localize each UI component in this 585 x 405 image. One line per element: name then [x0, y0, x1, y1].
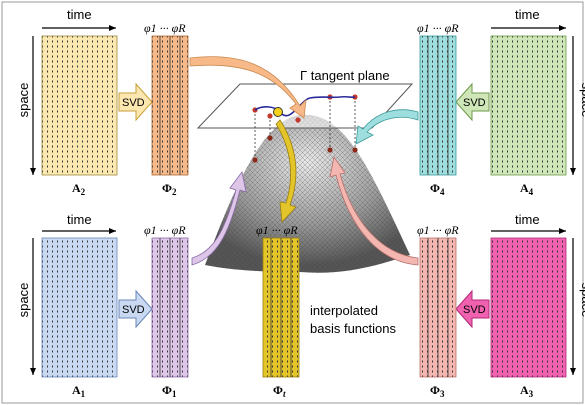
tangent-plane-label: Γ tangent plane: [300, 68, 390, 83]
interpolation-curve: [254, 95, 356, 117]
basis-phi2-group: φ1 ··· φR Φ2: [144, 21, 189, 197]
basis-phit-group: φ1 ··· φR Φt: [256, 223, 300, 399]
matrix-a3-label: A3: [520, 383, 534, 399]
map-arrow-phi3: [329, 155, 419, 266]
map-arrow-phit: [275, 119, 297, 223]
basis-phi3-group: φ1 ··· φR Φ3: [417, 223, 459, 399]
matrix-a2-group: time space A2: [16, 7, 118, 197]
projection-lines: [254, 97, 356, 160]
map-arrow-phi2: [189, 56, 307, 119]
space-label-a3: space: [579, 283, 585, 318]
matrix-a4-group: time space A4: [490, 7, 585, 197]
space-label-a4: space: [579, 83, 585, 118]
basis-phi3-label: Φ3: [430, 383, 445, 399]
time-label-a4: time: [515, 7, 540, 22]
basis-phi4-group: φ1 ··· φR Φ4: [417, 21, 459, 197]
matrix-a1-label: A1: [72, 383, 86, 399]
basis-phi1-group: φ1 ··· φR Φ1: [144, 223, 189, 399]
time-label-a1: time: [67, 212, 92, 227]
phi-range-3: φ1 ··· φR: [417, 223, 459, 237]
time-label-a2: time: [67, 7, 92, 22]
phi-range-t: φ1 ··· φR: [256, 223, 298, 237]
phi-range-1: φ1 ··· φR: [144, 223, 186, 237]
manifold-surface: [205, 114, 410, 273]
map-arrow-phi4: [355, 109, 419, 145]
svd-label-4: SVD: [463, 97, 486, 109]
matrix-a3-group: time space A3: [490, 212, 585, 399]
interpolated-label-line1: interpolated: [310, 303, 378, 318]
svd-arrow-1: SVD: [118, 289, 153, 329]
svd-label-1: SVD: [122, 304, 145, 316]
basis-phit-label: Φt: [273, 383, 286, 399]
tangent-points: [252, 94, 358, 163]
map-arrow-phi1: [191, 171, 247, 266]
interpolated-point: [273, 107, 283, 117]
basis-phi2-label: Φ2: [162, 181, 177, 197]
svd-arrow-2: SVD: [118, 82, 153, 122]
matrix-a1-group: time space A1: [16, 212, 118, 399]
interpolated-label-line2: basis functions: [310, 321, 396, 336]
space-label-a2: space: [16, 83, 31, 118]
phi-range-4: φ1 ··· φR: [417, 21, 459, 35]
matrix-a4-label: A4: [520, 181, 534, 197]
svd-label-2: SVD: [122, 97, 145, 109]
phi-range-2: φ1 ··· φR: [144, 21, 186, 35]
space-label-a1: space: [16, 283, 31, 318]
svd-label-3: SVD: [463, 304, 486, 316]
basis-phi1-label: Φ1: [162, 383, 177, 399]
matrix-a2-label: A2: [72, 181, 86, 197]
svd-arrow-4: SVD: [455, 82, 490, 122]
basis-phi4-label: Φ4: [430, 181, 445, 197]
time-label-a3: time: [515, 212, 540, 227]
svd-arrow-3: SVD: [455, 289, 490, 329]
